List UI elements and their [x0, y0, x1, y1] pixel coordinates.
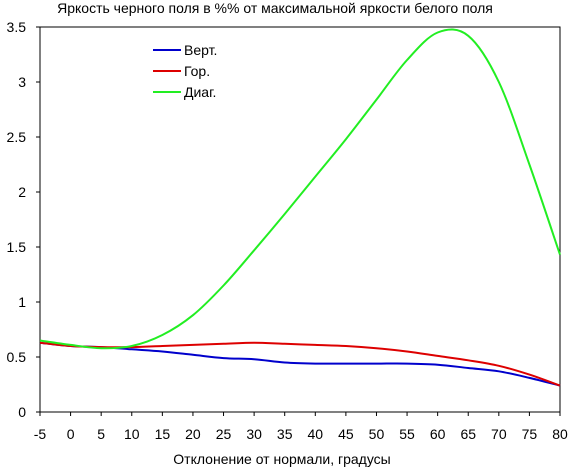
x-tick-label: 45: [338, 426, 354, 442]
x-tick-label: 80: [552, 426, 568, 442]
x-tick-label: -5: [34, 426, 47, 442]
x-tick-label: 75: [522, 426, 538, 442]
x-tick-label: 15: [155, 426, 171, 442]
y-tick-label: 3.5: [7, 19, 27, 35]
x-axis: -5 0 5 10 15 20 25 30 35 40 45 50 55 60 65 70 75 80: [34, 412, 568, 442]
chart-title: Яркость черного поля в %% от максимально…: [57, 0, 493, 16]
x-axis-label: Отклонение от нормали, градусы: [173, 451, 390, 467]
series-line-3: [39, 28, 561, 350]
legend-label: Верт.: [184, 42, 217, 58]
x-tick-label: 5: [97, 426, 105, 442]
series-line-1: [39, 341, 561, 387]
y-tick-label: 1.5: [7, 239, 27, 255]
x-tick-label: 30: [246, 426, 262, 442]
series-layer: [39, 28, 561, 387]
y-tick-label: 0: [18, 404, 26, 420]
legend-label: Диаг.: [184, 84, 216, 100]
x-tick-label: 70: [491, 426, 507, 442]
legend: Верт. Гор. Диаг.: [153, 42, 217, 100]
y-tick-label: 1: [18, 294, 26, 310]
y-tick-label: 2.5: [7, 129, 27, 145]
x-tick-label: 10: [124, 426, 140, 442]
x-tick-label: 60: [430, 426, 446, 442]
y-tick-label: 3: [18, 74, 26, 90]
x-tick-label: 20: [185, 426, 201, 442]
plot-area: [39, 26, 561, 413]
legend-label: Гор.: [184, 63, 210, 79]
x-tick-label: 40: [308, 426, 324, 442]
x-tick-label: 65: [460, 426, 476, 442]
x-tick-label: 55: [399, 426, 415, 442]
y-tick-label: 0.5: [7, 349, 27, 365]
x-tick-label: 35: [277, 426, 293, 442]
x-tick-label: 50: [369, 426, 385, 442]
x-tick-label: 0: [67, 426, 75, 442]
plot-border: [39, 26, 561, 413]
x-tick-label: 25: [216, 426, 232, 442]
y-tick-label: 2: [18, 184, 26, 200]
y-axis: 0 0.5 1 1.5 2 2.5 3 3.5: [7, 19, 40, 420]
